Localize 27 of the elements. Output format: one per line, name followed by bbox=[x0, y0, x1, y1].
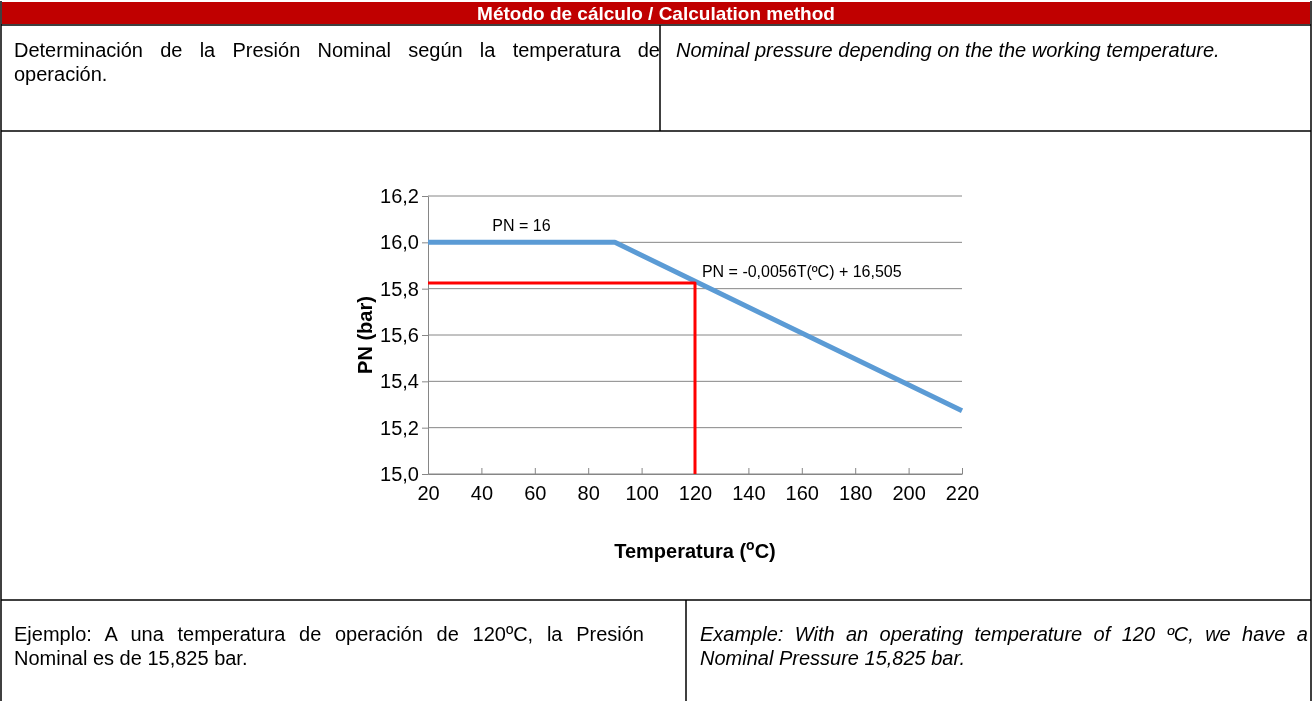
x-tick-label: 120 bbox=[678, 482, 713, 505]
x-tick-label: 20 bbox=[417, 482, 440, 505]
y-tick-label: 16,2 bbox=[380, 184, 419, 207]
annotation: PN = -0,0056T(ºC) + 16,505 bbox=[701, 263, 902, 281]
x-tick-label: 60 bbox=[524, 482, 547, 505]
y-tick-label: 15,4 bbox=[380, 370, 419, 393]
y-tick-label: 15,0 bbox=[380, 462, 419, 485]
y-tick-label: 15,8 bbox=[380, 277, 419, 300]
x-tick-label: 40 bbox=[470, 482, 494, 505]
x-tick-label: 160 bbox=[785, 482, 819, 505]
annotation: PN = 16 bbox=[492, 216, 551, 234]
x-tick-label: 80 bbox=[577, 482, 600, 505]
chart-title: Método de cálculo / Calculation method bbox=[477, 3, 835, 24]
y-axis-title: PN (bar) bbox=[354, 296, 376, 374]
text: Example: With an operating temperature of 120 ºC, we have a Nominal Pressure 15,825 bar. bbox=[700, 622, 1308, 670]
x-tick-label: 140 bbox=[732, 482, 766, 505]
y-tick-label: 15,2 bbox=[380, 416, 419, 439]
text: Determinación de la Presión Nominal según la temperatura de operación. bbox=[14, 38, 660, 86]
text: Nominal pressure depending on the the working temperature. bbox=[676, 38, 1221, 62]
x-tick-label: 220 bbox=[945, 482, 980, 505]
x-tick-label: 100 bbox=[625, 482, 659, 505]
text: Ejemplo: A una temperatura de operación de 120ºC, la Presión Nominal es de 15,825 bar. bbox=[14, 622, 644, 670]
y-tick-label: 15,6 bbox=[380, 323, 419, 346]
x-axis-title: Temperatura ($^{o}$C) bbox=[614, 537, 776, 562]
y-tick-label: 16,0 bbox=[380, 231, 419, 254]
x-tick-label: 200 bbox=[892, 482, 926, 505]
x-tick-label: 180 bbox=[839, 482, 873, 505]
